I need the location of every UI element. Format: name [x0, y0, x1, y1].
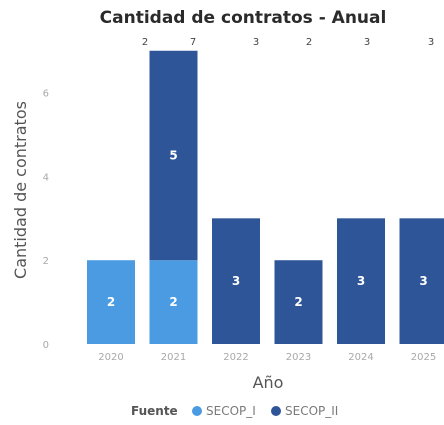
- data-label-secop-ii-2024: 3: [357, 274, 365, 288]
- total-label-2021: 7: [190, 37, 196, 48]
- x-tick-label: 2025: [411, 352, 436, 363]
- x-axis-title: Año: [253, 373, 284, 392]
- total-label-2020: 2: [142, 37, 148, 48]
- total-label-2023: 2: [306, 37, 312, 48]
- legend-label-secop-ii: SECOP_II: [285, 404, 338, 418]
- x-tick-label: 2024: [348, 352, 373, 363]
- y-axis-title: Cantidad de contratos: [11, 101, 30, 279]
- bar-secop-ii-2024: [337, 218, 385, 344]
- total-label-2025: 3: [428, 37, 434, 48]
- x-tick-label: 2022: [223, 352, 248, 363]
- bar-secop-ii-2025: [399, 218, 444, 344]
- bar-secop-i-2021: [149, 260, 198, 344]
- chart-title: Cantidad de contratos - Anual: [100, 8, 387, 28]
- y-tick-label: 0: [43, 340, 49, 351]
- x-tick-label: 2020: [98, 352, 123, 363]
- legend: Fuente SECOP_I SECOP_II: [131, 404, 338, 418]
- legend-title: Fuente: [131, 404, 178, 418]
- x-tick-label: 2023: [286, 352, 311, 363]
- y-tick-label: 4: [43, 172, 49, 183]
- data-label-secop-ii-2021: 5: [169, 148, 177, 162]
- legend-marker-secop-ii: [271, 406, 281, 416]
- data-label-secop-ii-2023: 2: [294, 295, 302, 309]
- bar-secop-ii-2023: [274, 260, 323, 344]
- data-label-secop-ii-2025: 3: [419, 274, 427, 288]
- x-tick-label: 2021: [161, 352, 186, 363]
- data-label-secop-i-2021: 2: [169, 295, 177, 309]
- bar-secop-ii-2021: [149, 50, 198, 261]
- bar-secop-i-2020: [87, 260, 135, 344]
- legend-marker-secop-i: [192, 406, 202, 416]
- total-label-2022: 3: [253, 37, 259, 48]
- bar-secop-ii-2022: [212, 218, 260, 344]
- y-tick-label: 6: [43, 89, 49, 100]
- legend-label-secop-i: SECOP_I: [206, 404, 256, 418]
- data-label-secop-ii-2022: 3: [232, 274, 240, 288]
- total-label-2024: 3: [364, 37, 370, 48]
- data-label-secop-i-2020: 2: [107, 295, 115, 309]
- y-tick-label: 2: [43, 256, 49, 267]
